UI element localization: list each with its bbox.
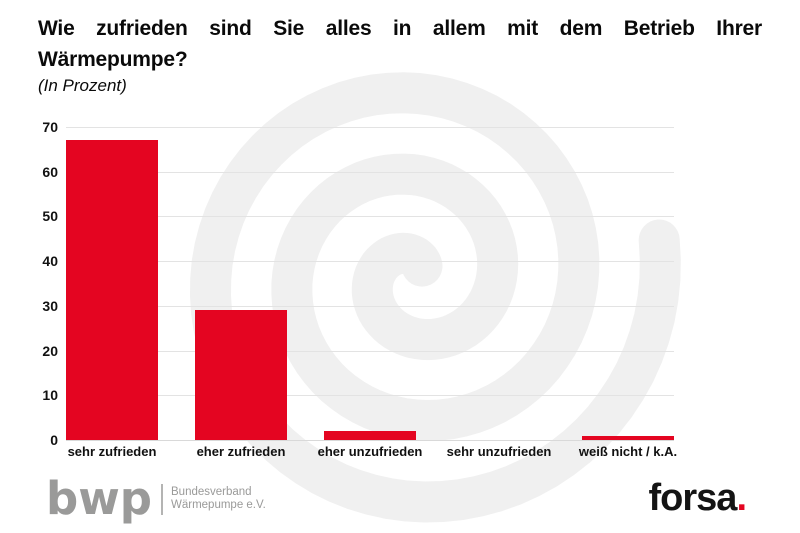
- forsa-logo-dot: .: [736, 477, 747, 519]
- bar-eher-zufrieden: [195, 310, 287, 440]
- chart-title-line2: Wärmepumpe?: [38, 48, 188, 71]
- forsa-logo: forsa .: [649, 478, 747, 518]
- y-tick-label-70: 70: [42, 119, 58, 135]
- gridline-60: [66, 171, 674, 173]
- x-category-label-sehr-unzufrieden: sehr unzufrieden: [446, 444, 552, 459]
- chart-subtitle: (In Prozent): [38, 76, 127, 95]
- bar-wei-nicht-k-a: [582, 435, 674, 440]
- x-category-label-sehr-zufrieden: sehr zufrieden: [67, 444, 157, 459]
- bar-sehr-zufrieden: [66, 140, 158, 440]
- bwp-org-name: Bundesverband Wärmepumpe e.V.: [171, 486, 266, 513]
- y-tick-label-50: 50: [42, 208, 58, 225]
- bar-eher-unzufrieden: [324, 431, 416, 440]
- y-tick-label-0: 0: [50, 432, 58, 448]
- bwp-org-line2: Wärmepumpe e.V.: [171, 499, 266, 511]
- y-tick-label-20: 20: [42, 342, 58, 359]
- gridline-50: [66, 216, 674, 218]
- gridline-0: [66, 440, 674, 441]
- plot-area: [66, 127, 674, 441]
- gridline-30: [66, 305, 674, 307]
- gridline-40: [66, 261, 674, 263]
- bwp-logo-text: bwp: [46, 472, 152, 525]
- gridline-70: [66, 127, 674, 128]
- y-tick-label-60: 60: [42, 163, 58, 180]
- chart-title-line1: Wie zufrieden sind Sie alles in allem mi…: [38, 17, 762, 40]
- gridline-20: [66, 350, 674, 352]
- bwp-logo-divider: [161, 483, 163, 515]
- x-category-label-eher-unzufrieden: eher unzufrieden: [317, 444, 423, 459]
- y-tick-label-30: 30: [42, 297, 58, 314]
- gridline-10: [66, 395, 674, 397]
- bwp-logo: bwp Bundesverband Wärmepumpe e.V.: [46, 472, 266, 525]
- forsa-logo-text: forsa: [648, 477, 738, 519]
- x-category-label-eher-zufrieden: eher zufrieden: [196, 444, 286, 459]
- title-block: Wie zufrieden sind Sie alles in allem mi…: [38, 13, 762, 75]
- x-category-label-wei-nicht-k-a: weiß nicht / k.A.: [578, 444, 678, 459]
- bwp-org-line1: Bundesverband: [171, 485, 252, 498]
- y-tick-label-10: 10: [42, 387, 58, 404]
- y-tick-label-40: 40: [42, 253, 58, 270]
